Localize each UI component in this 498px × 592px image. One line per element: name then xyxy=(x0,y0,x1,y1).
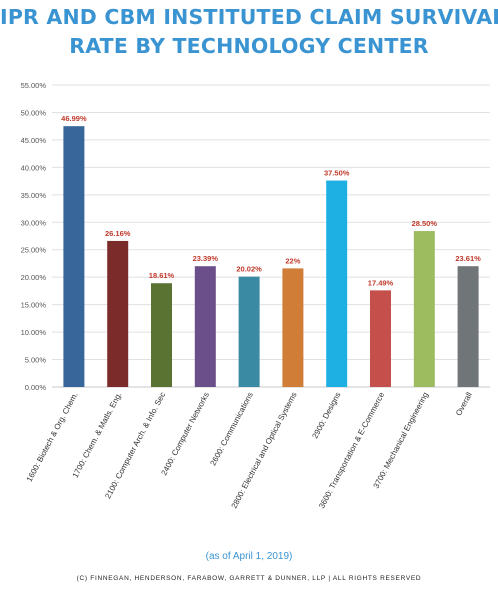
data-label: 22% xyxy=(285,256,300,265)
bar xyxy=(238,276,260,387)
x-tick-label: Overall xyxy=(454,391,474,418)
y-tick-label: 35.00% xyxy=(21,191,47,200)
as-of-date-note: (as of April 1, 2019) xyxy=(205,551,293,562)
y-tick-label: 0.00% xyxy=(25,383,47,392)
bar xyxy=(151,283,172,387)
data-label: 28.50% xyxy=(412,219,438,228)
data-label: 18.61% xyxy=(149,271,175,280)
bar xyxy=(194,266,216,387)
data-label: 23.39% xyxy=(193,254,219,263)
x-tick-label: 2900: Designs xyxy=(311,391,343,440)
x-tick-label: 1700: Chem. & Matls. Eng. xyxy=(71,391,124,480)
bar xyxy=(413,231,435,387)
chart-title-line-1: IPR AND CBM INSTITUTED CLAIM SURVIVAL xyxy=(0,5,498,29)
data-label: 37.50% xyxy=(324,169,350,178)
data-label: 20.02% xyxy=(236,265,262,274)
x-tick-label: 2600: Communications xyxy=(209,391,255,467)
y-tick-label: 10.00% xyxy=(21,328,47,337)
copyright-footer: (C) FINNEGAN, HENDERSON, FARABOW, GARRET… xyxy=(76,575,422,582)
data-label: 26.16% xyxy=(105,229,131,238)
bar xyxy=(282,268,304,387)
bar xyxy=(457,266,479,387)
bar xyxy=(63,126,85,387)
data-label: 23.61% xyxy=(455,254,481,263)
y-tick-label: 15.00% xyxy=(21,301,47,310)
data-label: 17.49% xyxy=(368,278,394,287)
y-tick-label: 45.00% xyxy=(21,136,47,145)
y-tick-label: 55.00% xyxy=(21,81,47,90)
y-tick-label: 30.00% xyxy=(21,218,47,227)
y-tick-label: 20.00% xyxy=(21,273,47,282)
y-tick-label: 5.00% xyxy=(25,356,47,365)
y-tick-label: 25.00% xyxy=(21,246,47,255)
bar xyxy=(370,290,391,387)
data-label: 46.99% xyxy=(61,114,87,123)
chart-title-line-2: RATE BY TECHNOLOGY CENTER xyxy=(69,34,429,58)
bar xyxy=(326,180,348,387)
y-tick-label: 40.00% xyxy=(21,163,47,172)
y-tick-label: 50.00% xyxy=(21,108,47,117)
x-tick-label: 2400: Computer Networks xyxy=(159,391,211,477)
bar xyxy=(107,240,129,387)
x-tick-label: 1600: Biotech & Org. Chem. xyxy=(25,391,80,484)
